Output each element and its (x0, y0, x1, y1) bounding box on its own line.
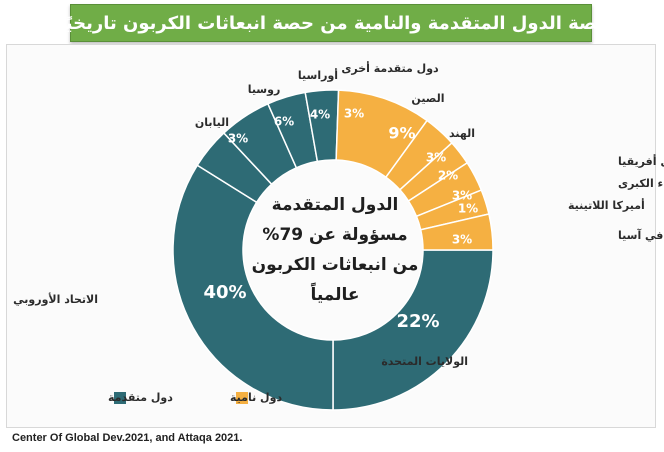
slice-category-label: أفريقيا جنوب الصحراء الكبرى (618, 176, 664, 190)
slice-category-label: الولايات المتحدة (381, 355, 468, 368)
source-note: Center Of Global Dev.2021, and Attaqa 20… (12, 432, 243, 444)
slice-value-label: 4% (310, 108, 330, 122)
center-text-line: عالمياً (310, 281, 359, 305)
slice-value-label: 1% (458, 202, 478, 216)
donut-slice (419, 213, 494, 251)
slice-category-label: الهند (449, 127, 475, 140)
slice-value-label: 2% (438, 169, 458, 183)
slice-category-label: الشرق الأوسط وشمال أفريقيا (618, 154, 664, 168)
slice-category-label: الصين (411, 92, 444, 105)
slice-value-label: 3% (228, 132, 248, 146)
donut-slice (332, 249, 494, 411)
center-text-line: مسؤولة عن 79% (262, 225, 407, 245)
title-banner: حصة الدول المتقدمة والنامية من حصة انبعا… (52, 4, 610, 42)
slice-value-label: 6% (274, 115, 294, 129)
slice-category-label: دول متقدمة أخرى (341, 61, 439, 75)
slice-category-label: أميركا اللاتينية (568, 198, 645, 212)
slice-category-label: دول نامية أخرى في آسيا (618, 228, 664, 242)
chart-title: حصة الدول المتقدمة والنامية من حصة انبعا… (52, 12, 610, 34)
slice-value-label: 9% (388, 124, 415, 143)
slice-category-label: روسيا (248, 83, 281, 96)
slice-category-label: أوراسيا (298, 68, 338, 82)
slice-value-label: 40% (203, 282, 246, 303)
slice-value-label: 3% (344, 107, 364, 121)
slice-value-label: 3% (452, 189, 472, 203)
slice-value-label: 3% (452, 233, 472, 247)
legend-label: دول متقدمة (108, 391, 173, 404)
slice-category-label: اليابان (195, 116, 229, 129)
center-text-line: الدول المتقدمة (272, 195, 399, 215)
slice-value-label: 22% (396, 311, 439, 332)
legend-swatch (236, 392, 248, 404)
center-text-line: من انبعاثات الكربون (252, 255, 419, 275)
slice-value-label: 3% (426, 151, 446, 165)
slice-category-label: الاتحاد الأوروبي (13, 292, 98, 306)
legend-swatch (114, 392, 126, 404)
donut-slice (172, 164, 334, 411)
legend-label: دول نامية (230, 391, 282, 404)
